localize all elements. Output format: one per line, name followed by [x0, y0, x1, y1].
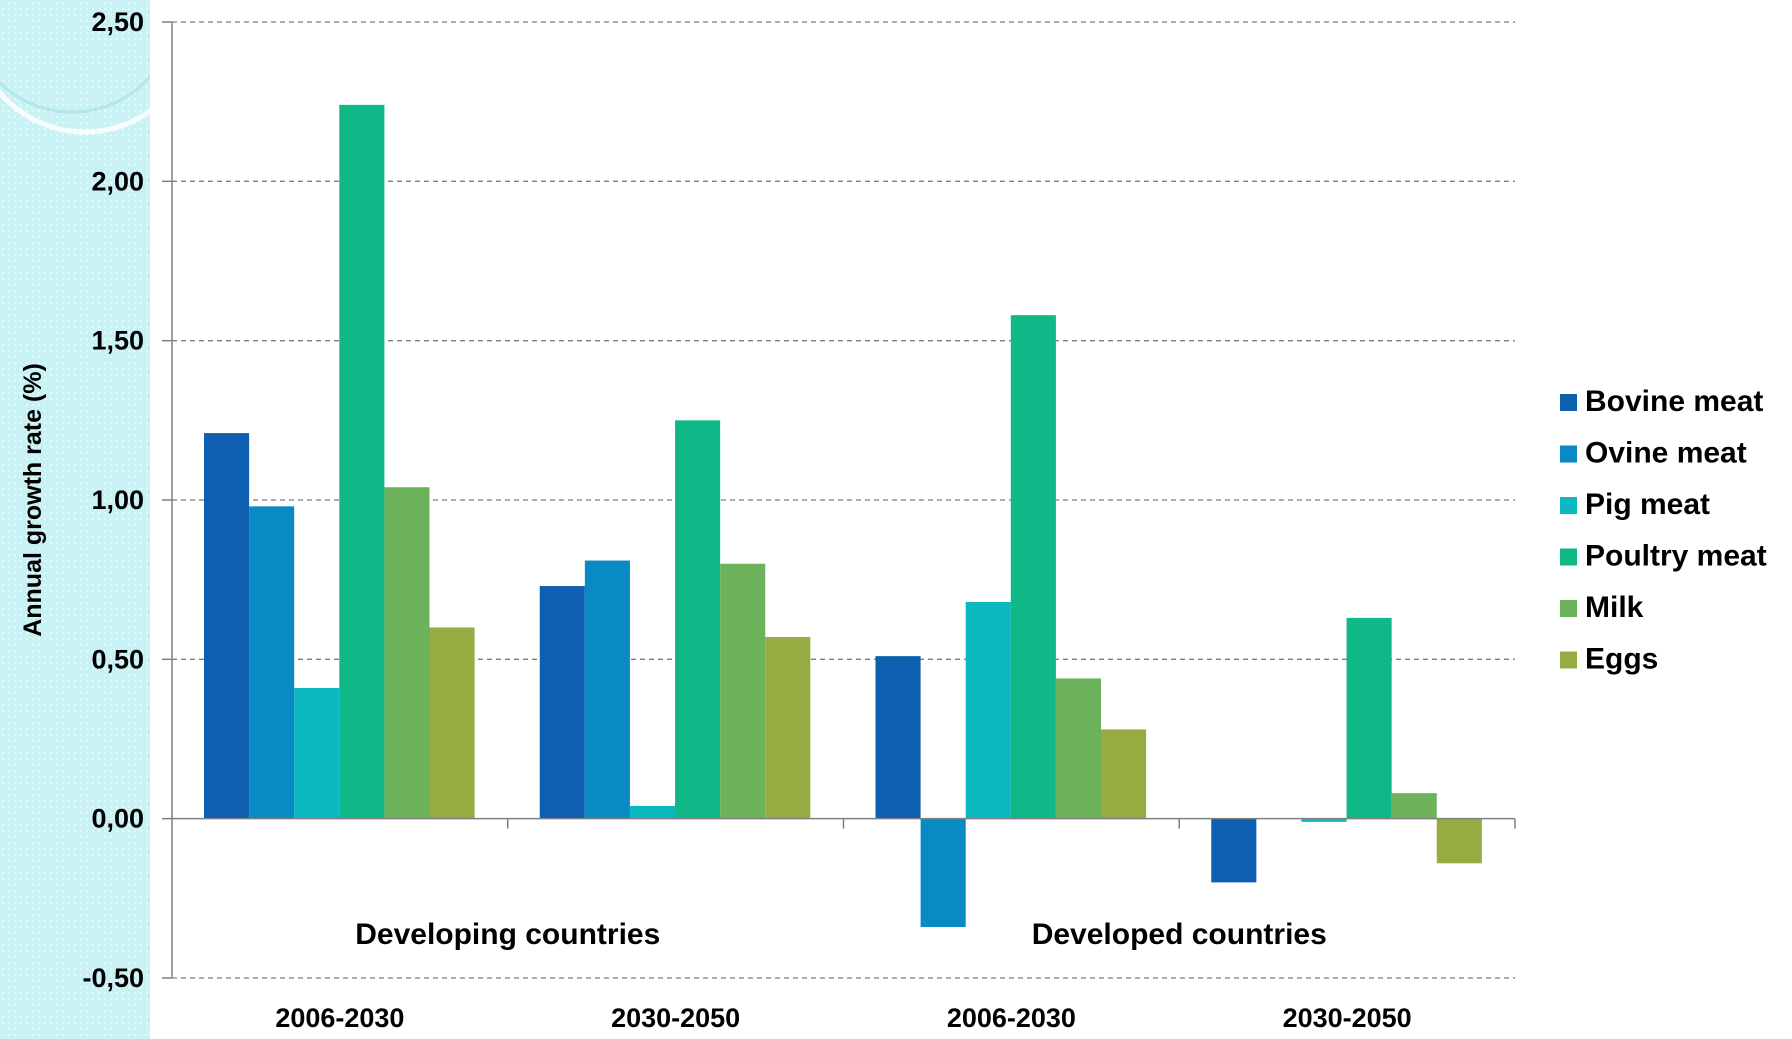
- bar-milk: [384, 487, 430, 819]
- bar-bovine-meat: [875, 656, 921, 819]
- group-label: Developed countries: [1032, 918, 1327, 951]
- bar-pig-meat: [629, 805, 676, 819]
- bar-poultry-meat: [339, 104, 385, 819]
- y-tick-label: 2,50: [91, 7, 144, 37]
- bar-eggs: [429, 627, 475, 819]
- legend-label: Eggs: [1585, 643, 1658, 676]
- bar-eggs: [765, 637, 811, 819]
- legend-label: Milk: [1585, 591, 1644, 624]
- bar-ovine-meat: [920, 818, 966, 928]
- y-tick-label: 2,00: [91, 166, 144, 196]
- legend-swatch: [1560, 394, 1577, 411]
- bar-pig-meat: [1301, 818, 1347, 822]
- legend-label: Poultry meat: [1585, 540, 1767, 573]
- bar-eggs: [1101, 729, 1147, 819]
- background-decoration: [0, 0, 150, 1039]
- legend-swatch: [1560, 445, 1577, 463]
- x-tick-label: 2030-2050: [611, 1003, 740, 1033]
- legend-swatch: [1560, 497, 1577, 514]
- legend-label: Bovine meat: [1585, 385, 1763, 418]
- legend-swatch: [1560, 651, 1577, 669]
- legend-swatch: [1560, 600, 1577, 617]
- bar-poultry-meat: [1346, 617, 1392, 819]
- y-tick-label: -0,50: [82, 963, 144, 993]
- bar-milk: [1391, 793, 1437, 819]
- bar-bovine-meat: [539, 586, 585, 819]
- bar-bovine-meat: [204, 433, 250, 819]
- y-tick-label: 1,00: [91, 485, 144, 515]
- legend-label: Pig meat: [1585, 488, 1710, 521]
- bar-bovine-meat: [1211, 818, 1257, 883]
- bar-eggs: [1436, 818, 1482, 864]
- bar-poultry-meat: [1010, 315, 1056, 819]
- x-tick-label: 2006-2030: [275, 1003, 404, 1033]
- bar-milk: [720, 563, 766, 819]
- y-tick-label: 1,50: [91, 326, 144, 356]
- legend-swatch: [1560, 548, 1577, 566]
- y-axis-title: Annual growth rate (%): [19, 363, 47, 637]
- bar-ovine-meat: [584, 560, 630, 819]
- y-tick-label: 0,00: [91, 804, 144, 834]
- x-tick-label: 2006-2030: [947, 1003, 1076, 1033]
- bar-pig-meat: [294, 688, 340, 819]
- bar-pig-meat: [965, 601, 1011, 819]
- group-label: Developing countries: [355, 918, 660, 951]
- bar-milk: [1055, 678, 1101, 819]
- bar-ovine-meat: [249, 506, 295, 819]
- legend-label: Ovine meat: [1585, 437, 1747, 470]
- x-tick-label: 2030-2050: [1283, 1003, 1412, 1033]
- bar-poultry-meat: [675, 420, 721, 819]
- y-tick-label: 0,50: [91, 644, 144, 674]
